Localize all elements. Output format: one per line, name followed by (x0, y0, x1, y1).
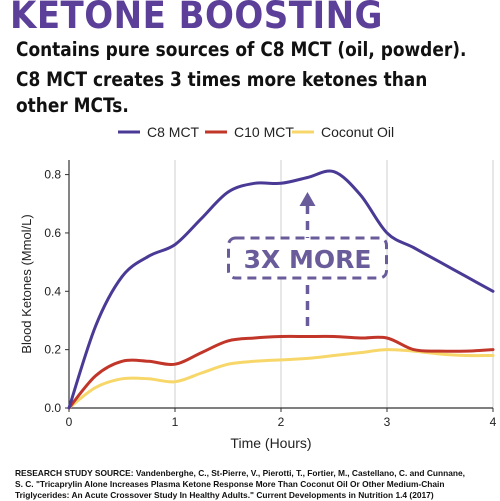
legend-label-c8-mct: C8 MCT (147, 124, 200, 140)
annotation-box (227, 236, 388, 280)
annotation-label: 3X MORE (244, 245, 372, 274)
source-line-1: RESEARCH STUDY SOURCE: Vandenberghe, C.,… (15, 468, 466, 478)
y-tick-label: 0.4 (44, 284, 61, 298)
annotation-arrow-head (299, 192, 316, 206)
x-tick-label: 4 (490, 415, 497, 429)
subheading-line-3: other MCTs. (16, 94, 129, 117)
y-axis-label: Blood Ketones (Mmol/L) (19, 214, 34, 353)
x-tick-label: 1 (172, 415, 179, 429)
ketone-line-chart: 0 1 2 3 4 0.0 0.2 0.4 0.6 0.8 Time (Hours) Blood Ke… (19, 124, 497, 451)
source-line-2: S. C. "Tricaprylin Alone Increases Plasm… (15, 479, 445, 489)
legend-label-c10-mct: C10 MCT (234, 124, 294, 140)
page-heading: KETONE BOOSTING (10, 0, 383, 37)
series-line-c8-mct (67, 169, 495, 410)
subheading-line-2: C8 MCT creates 3 times more ketones than (16, 68, 428, 91)
x-axis-label: Time (Hours) (230, 435, 311, 451)
legend-label-coconut-oil: Coconut Oil (321, 124, 394, 140)
y-tick-label: 0.6 (44, 226, 61, 240)
y-tick-label: 0.0 (44, 401, 61, 415)
source-line-3: Triglycerides: An Acute Crossover Study … (15, 490, 434, 500)
x-tick-label: 3 (384, 415, 391, 429)
x-tick-label: 2 (278, 415, 285, 429)
x-tick-label: 0 (66, 415, 73, 429)
series-line-c10-mct (67, 334, 495, 410)
y-tick-label: 0.2 (44, 343, 61, 357)
subheading-line-1: Contains pure sources of C8 MCT (oil, po… (16, 38, 467, 61)
y-tick-label: 0.8 (44, 168, 61, 182)
